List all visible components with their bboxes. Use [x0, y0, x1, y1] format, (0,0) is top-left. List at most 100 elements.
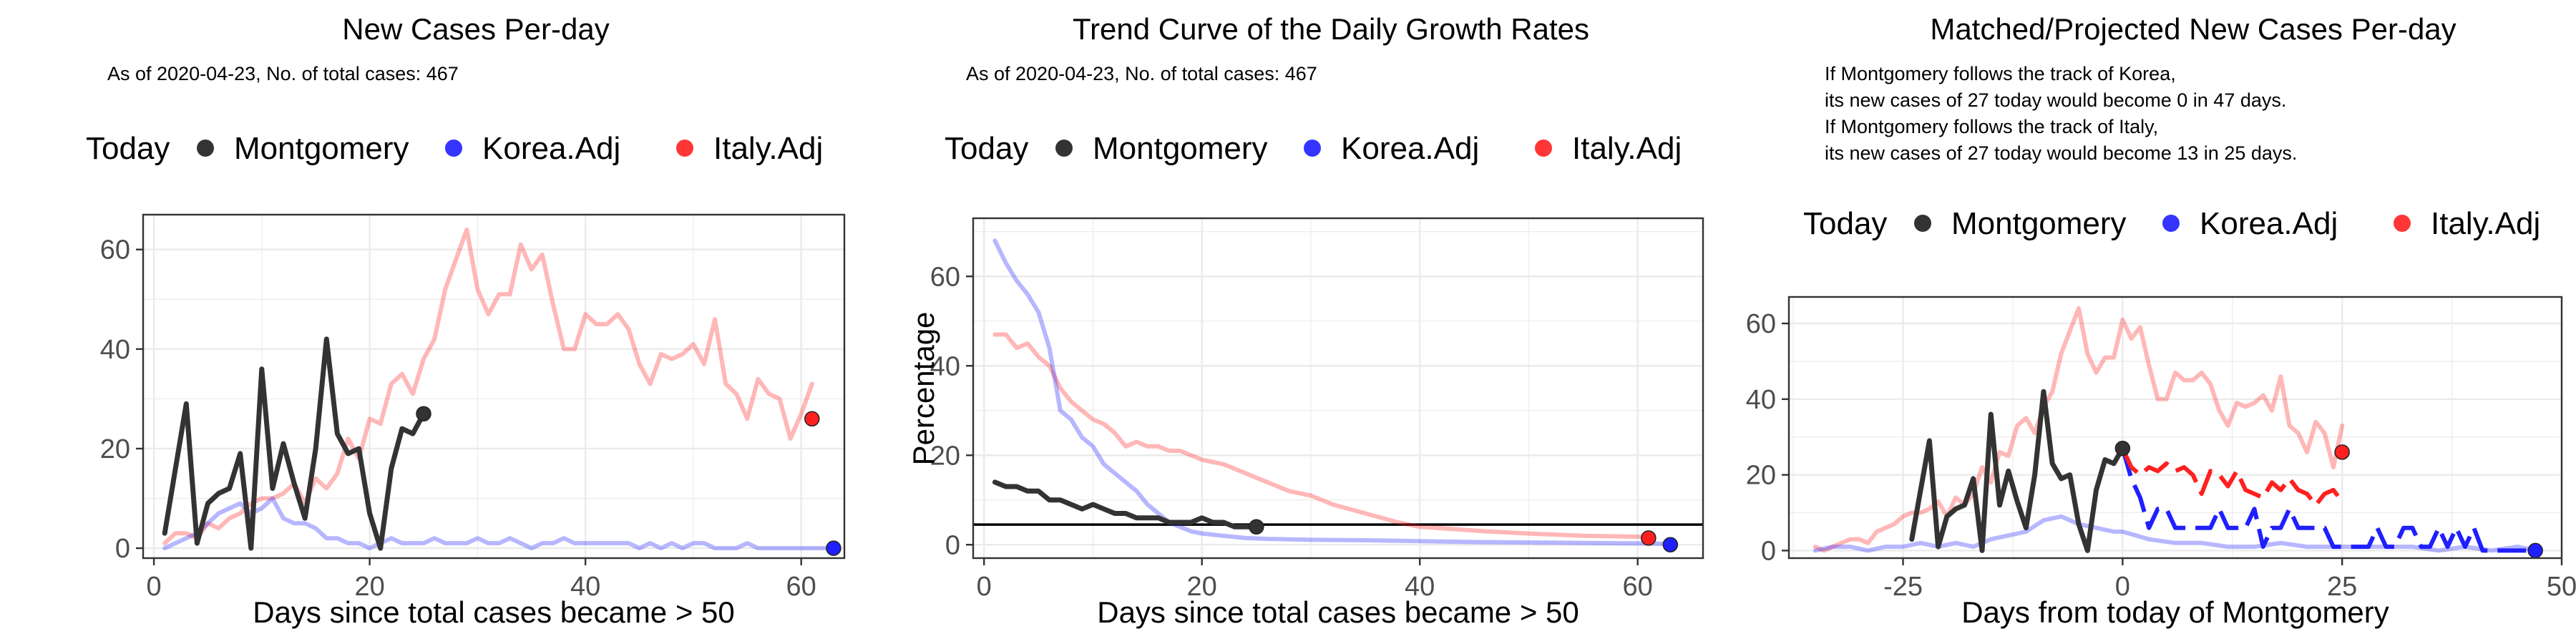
- x-axis: -25 0 25 50: [1883, 558, 2576, 602]
- legend-title: Today: [945, 131, 1028, 166]
- x-axis: 0 20 40 60: [977, 558, 1653, 602]
- legend-key-dot: [445, 140, 462, 157]
- x-tick-label: -25: [1883, 572, 1923, 602]
- legend-key-dot: [676, 140, 693, 157]
- x-tick-label: 0: [977, 572, 992, 602]
- y-tick-label: 20: [930, 441, 960, 471]
- plot-border: [972, 217, 1704, 560]
- chart-panel-projected: Matched/Projected New Cases Per-day If Mo…: [1717, 0, 2576, 644]
- legend-item: Korea.Adj: [1304, 131, 1479, 166]
- today-point-italy-adj: [804, 411, 820, 426]
- x-tick-label: 20: [1187, 572, 1217, 602]
- series-line-montgomery: [162, 336, 426, 551]
- projected-cases-chart: Matched/Projected New Cases Per-day If Mo…: [1746, 12, 2576, 629]
- legend-item: Korea.Adj: [445, 131, 620, 166]
- series-line-korea-adj: [162, 496, 836, 551]
- plot-border: [142, 213, 846, 560]
- x-tick-label: 60: [1623, 572, 1653, 602]
- legend-item: Italy.Adj: [676, 131, 823, 166]
- chart-subtitle-line: As of 2020-04-23, No. of total cases: 46…: [966, 63, 1317, 84]
- chart-subtitle-line: If Montgomery follows the track of Korea…: [1825, 63, 2176, 84]
- growth-rate-chart: Trend Curve of the Daily Growth Rates As …: [907, 12, 1704, 629]
- legend-key-dot: [1304, 140, 1321, 157]
- legend-item: Montgomery: [197, 131, 409, 166]
- legend: Today Montgomery Korea.Adj Italy.Adj: [1803, 206, 2540, 241]
- x-tick-label: 50: [2547, 572, 2576, 602]
- new-cases-chart: New Cases Per-day As of 2020-04-23, No. o…: [86, 12, 846, 629]
- gridlines: [973, 218, 1703, 558]
- y-axis-label: Percentage: [907, 312, 940, 466]
- x-tick-label: 40: [570, 572, 600, 602]
- y-tick-label: 60: [100, 235, 130, 265]
- x-tick-label: 60: [786, 572, 816, 602]
- legend-item: Korea.Adj: [2162, 206, 2338, 241]
- y-tick-label: 40: [1746, 385, 1776, 415]
- legend-label: Korea.Adj: [1341, 131, 1479, 166]
- x-axis-label: Days since total cases became > 50: [1097, 595, 1579, 629]
- legend-label: Montgomery: [1093, 131, 1268, 166]
- x-axis: 0 20 40 60: [147, 558, 816, 602]
- x-tick-label: 40: [1405, 572, 1435, 602]
- chart-title: New Cases Per-day: [342, 12, 609, 46]
- y-tick-label: 20: [1746, 461, 1776, 491]
- chart-subtitle-line: its new cases of 27 today would become 0…: [1825, 89, 2286, 111]
- gridlines: [1789, 297, 2563, 558]
- legend-key-dot: [1535, 140, 1552, 157]
- today-point-montgomery: [416, 406, 431, 422]
- chart-subtitle-line: its new cases of 27 today would become 1…: [1825, 142, 2297, 164]
- x-tick-label: 0: [2115, 572, 2130, 602]
- today-point-montgomery: [2114, 440, 2131, 457]
- chart-title: Trend Curve of the Daily Growth Rates: [1073, 12, 1589, 46]
- today-point-italy-adj: [1641, 530, 1657, 546]
- today-point-korea-adj: [1662, 537, 1679, 552]
- x-tick-label: 0: [147, 572, 162, 602]
- legend-key-dot: [2162, 215, 2180, 232]
- legend-item: Italy.Adj: [2394, 206, 2540, 241]
- series-group: [992, 238, 1673, 546]
- legend-item: Montgomery: [1914, 206, 2127, 241]
- series-line-italy-adj-projection: [2120, 447, 2344, 507]
- legend-label: Korea.Adj: [482, 131, 620, 166]
- x-axis-label: Days since total cases became > 50: [253, 595, 735, 629]
- legend-item: Montgomery: [1055, 131, 1268, 166]
- legend-key-dot: [1914, 215, 1931, 232]
- legend-key-dot: [197, 140, 214, 157]
- y-tick-label: 40: [930, 351, 960, 381]
- chart-subtitle-line: If Montgomery follows the track of Italy…: [1825, 116, 2158, 137]
- y-tick-label: 60: [930, 262, 960, 292]
- series-line-italy-adj-history: [1813, 306, 2345, 553]
- today-point-korea-adj: [826, 540, 841, 556]
- legend-label: Korea.Adj: [2200, 206, 2338, 241]
- chart-title: Matched/Projected New Cases Per-day: [1930, 12, 2456, 46]
- series-line-montgomery: [992, 479, 1259, 530]
- x-tick-label: 20: [354, 572, 384, 602]
- y-tick-label: 0: [945, 530, 960, 560]
- today-point-italy-adj: [2334, 444, 2350, 460]
- series-group: [162, 227, 836, 551]
- series-line-korea-adj: [992, 238, 1673, 546]
- legend-label: Montgomery: [1951, 206, 2127, 241]
- legend-key-dot: [1055, 140, 1073, 157]
- series-line-korea-adj-projection: [2120, 447, 2536, 553]
- chart-subtitle-line: As of 2020-04-23, No. of total cases: 46…: [107, 63, 459, 84]
- y-tick-label: 20: [100, 434, 130, 464]
- legend-label: Italy.Adj: [713, 131, 823, 166]
- y-axis: 0 20 40 60: [1746, 309, 1789, 566]
- today-point-montgomery: [1249, 519, 1264, 535]
- y-tick-label: 60: [1746, 309, 1776, 339]
- legend: Today Montgomery Korea.Adj Italy.Adj: [945, 131, 1682, 166]
- series-group: [1813, 306, 2538, 553]
- today-point-korea-adj: [2527, 542, 2543, 559]
- series-line-korea-adj-history: [1813, 514, 2538, 553]
- x-axis-label: Days from today of Montgomery: [1961, 595, 2389, 629]
- legend-key-dot: [2394, 215, 2411, 232]
- legend-label: Montgomery: [234, 131, 409, 166]
- legend-label: Italy.Adj: [2431, 206, 2540, 241]
- series-line-italy-adj: [992, 332, 1651, 540]
- legend-label: Italy.Adj: [1572, 131, 1682, 166]
- y-axis: 0 20 40 60: [930, 262, 973, 560]
- legend: Today Montgomery Korea.Adj Italy.Adj: [86, 131, 823, 166]
- y-tick-label: 40: [100, 335, 130, 365]
- y-tick-label: 0: [1761, 536, 1776, 566]
- plot-border: [1787, 296, 2563, 560]
